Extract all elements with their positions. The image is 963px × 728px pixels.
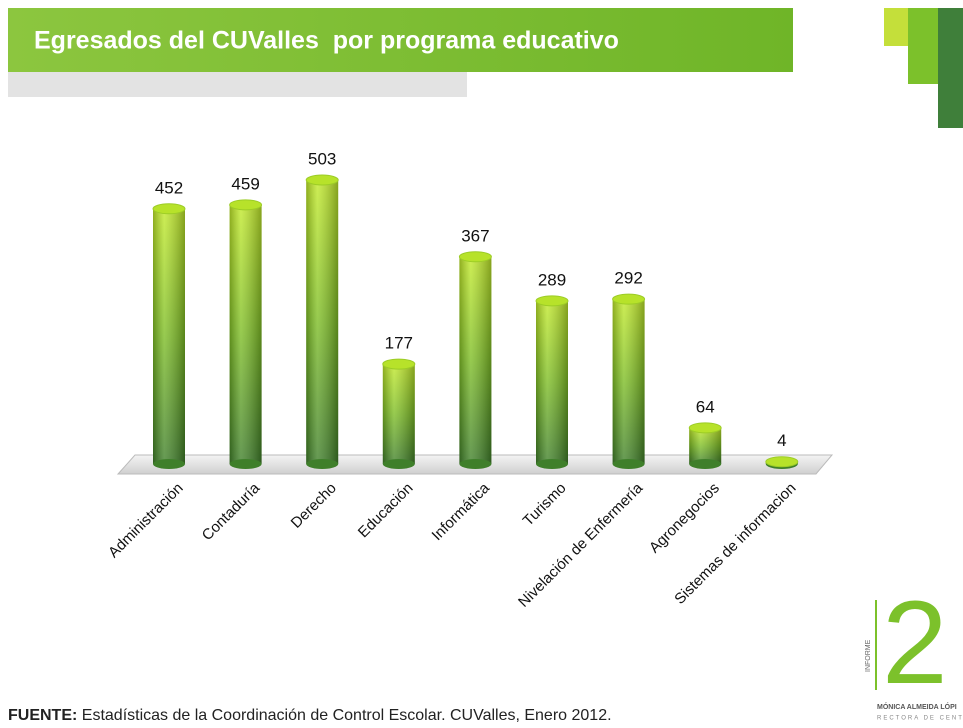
x-tick-label: Administración [105, 480, 187, 562]
value-label: 64 [696, 397, 715, 416]
source: FUENTE: Estadísticas de la Coordinación … [8, 707, 612, 724]
value-label: 289 [538, 270, 566, 289]
x-tick-label: Agronegocios [646, 480, 723, 557]
deco [938, 8, 963, 128]
bar-top [305, 174, 339, 186]
bar-bottom [306, 459, 339, 469]
value-label: 367 [461, 226, 489, 245]
deco [908, 8, 938, 84]
x-tick-label: Informática [429, 479, 494, 544]
x-tick-label: Nivelación de Enfermería [515, 479, 647, 611]
x-tick-label: Educación [355, 480, 417, 542]
title-bar [8, 8, 793, 72]
bar-bottom [459, 459, 492, 469]
bar-shade [459, 256, 492, 464]
bar-bottom [689, 459, 722, 469]
logo-role: RECTORA DE CENT [877, 716, 963, 722]
bar-shade [689, 427, 722, 464]
chart-title: Egresados del CUValles por programa educ… [34, 27, 619, 55]
bar-top [612, 293, 646, 305]
bar-shade [612, 299, 645, 464]
bar-top [152, 203, 186, 215]
value-label: 459 [231, 174, 259, 193]
x-tick-label: Derecho [288, 480, 340, 532]
bar-bottom [153, 459, 185, 469]
bar-top [458, 251, 492, 263]
logo-name: MÓNICA ALMEIDA LÓPI [877, 702, 957, 711]
value-label: 503 [308, 149, 336, 168]
bars: 452 Administración 459 Contaduría 503 Derecho… [105, 149, 799, 610]
source-label: FUENTE: [8, 707, 77, 724]
value-label: 4 [777, 431, 786, 450]
bar-shade [536, 300, 568, 464]
bar-shade [382, 364, 415, 464]
value-label: 452 [155, 178, 183, 197]
bar-shade [229, 204, 262, 464]
bar-top [688, 422, 722, 434]
x-tick-label: Contaduría [199, 479, 264, 544]
deco [884, 8, 908, 46]
bar-shade [153, 208, 185, 464]
source-text: Estadísticas de la Coordinación de Contr… [77, 707, 611, 724]
value-label: 177 [385, 334, 413, 353]
bar-bottom [612, 459, 645, 469]
x-tick-label: Turismo [520, 480, 570, 530]
bar-top [229, 199, 263, 211]
bar-top [765, 456, 799, 468]
value-label: 292 [614, 269, 642, 288]
bar-top [535, 295, 569, 307]
title-underbar [8, 72, 467, 97]
bar-top [382, 358, 416, 370]
bar-shade [306, 180, 339, 464]
bar-bottom [229, 459, 262, 469]
logo-number: 2 [882, 577, 948, 709]
logo-word: INFORME [865, 639, 872, 672]
bar-bottom [382, 459, 415, 469]
bar-bottom [536, 459, 568, 469]
